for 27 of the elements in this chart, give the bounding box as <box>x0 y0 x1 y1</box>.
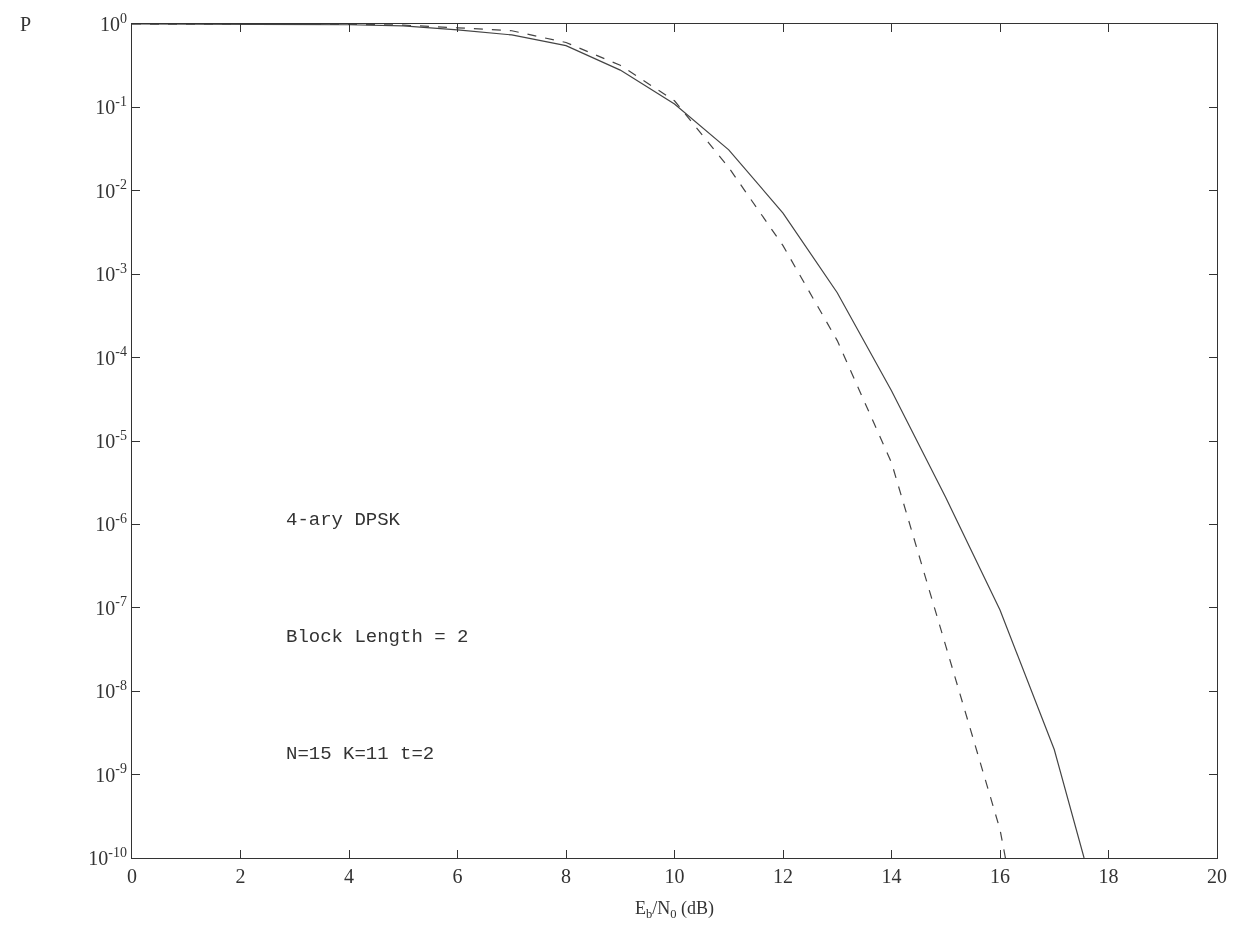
x-tick-label: 6 <box>452 865 463 887</box>
annotation: N=15 K=11 t=2 <box>286 743 435 765</box>
x-tick-label: 20 <box>1207 865 1227 887</box>
x-tick-label: 14 <box>881 865 902 887</box>
y-tick-label: 10$^{-10}$ <box>88 844 127 869</box>
x-tick-label: 18 <box>1098 865 1119 887</box>
annotation: 4-ary DPSK <box>286 509 401 531</box>
x-tick-label: 10 <box>664 865 685 887</box>
x-tick-label: 12 <box>773 865 793 887</box>
y-tick-label: 10$^{-1}$ <box>95 94 127 119</box>
x-tick-label: 2 <box>235 865 246 887</box>
x-tick-label: 0 <box>127 865 137 887</box>
y-tick-label: 10$^{-6}$ <box>95 511 127 536</box>
y-tick-label: 10$^{-7}$ <box>95 594 127 619</box>
x-axis-title: E$_{b}$/N$_{0}$ (dB) <box>634 898 715 921</box>
y-tick-label: 10$^{-5}$ <box>95 427 127 452</box>
x-tick-label: 8 <box>561 865 571 887</box>
y-tick-label: 10$^{-8}$ <box>95 677 127 703</box>
y-tick-label: 10$^{-3}$ <box>95 260 127 286</box>
x-tick-label: 16 <box>990 865 1010 887</box>
x-tick-label: 4 <box>344 865 354 887</box>
y-tick-label: 10$^{-4}$ <box>95 344 127 369</box>
y-tick-label: 10$^{-9}$ <box>95 761 127 786</box>
annotation: Block Length = 2 <box>286 626 469 648</box>
y-tick-label: 10$^{-2}$ <box>95 177 127 202</box>
y-axis-title: P <box>20 13 32 35</box>
y-tick-label: 10$^{0}$ <box>100 10 127 35</box>
